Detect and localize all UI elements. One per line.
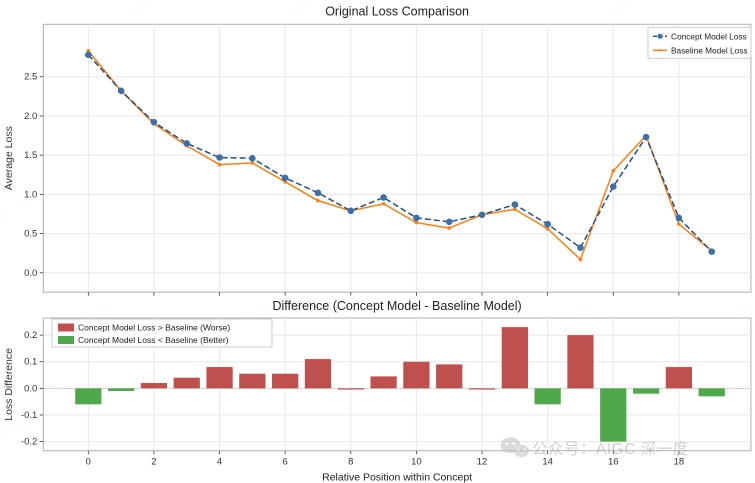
svg-text:0.2: 0.2 bbox=[24, 330, 37, 341]
svg-text:2: 2 bbox=[151, 457, 156, 468]
svg-text:2.0: 2.0 bbox=[24, 111, 37, 122]
svg-text:10: 10 bbox=[411, 457, 422, 468]
svg-text:6: 6 bbox=[283, 457, 288, 468]
svg-text:-0.2: -0.2 bbox=[21, 437, 37, 448]
svg-text:-0.1: -0.1 bbox=[21, 410, 37, 421]
svg-text:Concept Model Loss < Baseline: Concept Model Loss < Baseline (Better) bbox=[78, 335, 229, 345]
svg-text:1.0: 1.0 bbox=[24, 189, 37, 200]
svg-text:8: 8 bbox=[348, 457, 353, 468]
svg-text:Difference (Concept Model - Ba: Difference (Concept Model - Baseline Mod… bbox=[272, 299, 521, 313]
svg-text:Baseline Model Loss: Baseline Model Loss bbox=[671, 45, 748, 55]
svg-text:Loss Difference: Loss Difference bbox=[3, 348, 15, 421]
svg-text:12: 12 bbox=[477, 457, 488, 468]
svg-text:0.0: 0.0 bbox=[24, 268, 37, 279]
svg-text:0.5: 0.5 bbox=[24, 229, 37, 240]
svg-text:4: 4 bbox=[217, 457, 222, 468]
svg-text:0.1: 0.1 bbox=[24, 357, 37, 368]
svg-text:2.5: 2.5 bbox=[24, 72, 37, 83]
svg-text:Concept Model Loss > Baseline: Concept Model Loss > Baseline (Worse) bbox=[78, 323, 230, 333]
svg-text:0.0: 0.0 bbox=[24, 383, 37, 394]
svg-text:Concept Model Loss: Concept Model Loss bbox=[671, 31, 747, 41]
svg-text:1.5: 1.5 bbox=[24, 150, 37, 161]
svg-text:0: 0 bbox=[86, 457, 91, 468]
svg-text:Original Loss Comparison: Original Loss Comparison bbox=[325, 4, 469, 18]
svg-text:Average Loss: Average Loss bbox=[3, 126, 15, 190]
svg-text:Relative Position within Conce: Relative Position within Concept bbox=[322, 472, 472, 483]
